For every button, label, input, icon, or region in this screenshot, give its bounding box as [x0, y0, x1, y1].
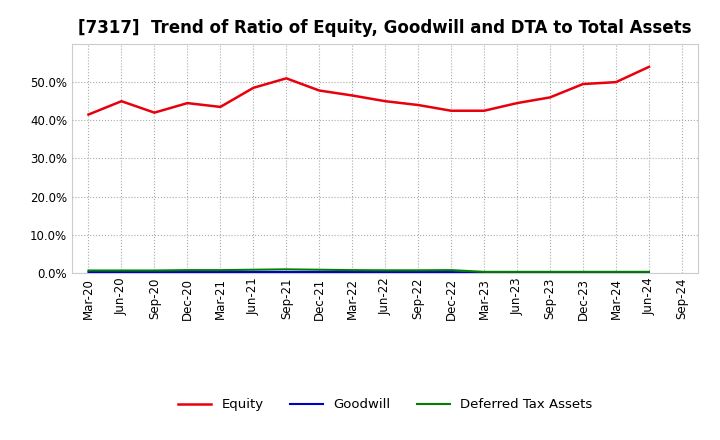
- Equity: [480, 108, 488, 114]
- Equity: [282, 76, 291, 81]
- Equity: [612, 80, 621, 85]
- Title: [7317]  Trend of Ratio of Equity, Goodwill and DTA to Total Assets: [7317] Trend of Ratio of Equity, Goodwil…: [78, 19, 692, 37]
- Deferred Tax Assets: [183, 268, 192, 273]
- Goodwill: [282, 269, 291, 275]
- Equity: [183, 100, 192, 106]
- Goodwill: [546, 270, 554, 275]
- Line: Deferred Tax Assets: Deferred Tax Assets: [89, 269, 649, 272]
- Deferred Tax Assets: [84, 268, 93, 273]
- Deferred Tax Assets: [447, 268, 456, 273]
- Equity: [381, 99, 390, 104]
- Legend: Equity, Goodwill, Deferred Tax Assets: Equity, Goodwill, Deferred Tax Assets: [178, 398, 593, 411]
- Goodwill: [480, 270, 488, 275]
- Line: Equity: Equity: [89, 67, 649, 114]
- Deferred Tax Assets: [348, 268, 356, 273]
- Equity: [579, 81, 588, 87]
- Equity: [84, 112, 93, 117]
- Equity: [414, 103, 423, 108]
- Goodwill: [183, 269, 192, 275]
- Goodwill: [348, 269, 356, 275]
- Deferred Tax Assets: [216, 268, 225, 273]
- Equity: [348, 93, 356, 98]
- Equity: [249, 85, 258, 91]
- Goodwill: [216, 269, 225, 275]
- Equity: [644, 64, 653, 70]
- Deferred Tax Assets: [282, 267, 291, 272]
- Equity: [315, 88, 323, 93]
- Equity: [546, 95, 554, 100]
- Deferred Tax Assets: [150, 268, 158, 273]
- Equity: [150, 110, 158, 115]
- Deferred Tax Assets: [117, 268, 126, 273]
- Goodwill: [612, 270, 621, 275]
- Goodwill: [150, 269, 158, 275]
- Goodwill: [249, 269, 258, 275]
- Goodwill: [381, 269, 390, 275]
- Goodwill: [414, 269, 423, 275]
- Equity: [513, 100, 521, 106]
- Equity: [447, 108, 456, 114]
- Deferred Tax Assets: [381, 268, 390, 273]
- Goodwill: [84, 269, 93, 275]
- Deferred Tax Assets: [414, 268, 423, 273]
- Goodwill: [644, 270, 653, 275]
- Deferred Tax Assets: [249, 267, 258, 272]
- Deferred Tax Assets: [513, 269, 521, 275]
- Equity: [216, 104, 225, 110]
- Goodwill: [447, 269, 456, 275]
- Deferred Tax Assets: [480, 269, 488, 275]
- Goodwill: [579, 270, 588, 275]
- Deferred Tax Assets: [644, 269, 653, 275]
- Goodwill: [513, 270, 521, 275]
- Deferred Tax Assets: [546, 269, 554, 275]
- Deferred Tax Assets: [579, 269, 588, 275]
- Line: Goodwill: Goodwill: [89, 272, 649, 273]
- Deferred Tax Assets: [612, 269, 621, 275]
- Equity: [117, 99, 126, 104]
- Deferred Tax Assets: [315, 267, 323, 272]
- Goodwill: [117, 269, 126, 275]
- Goodwill: [315, 269, 323, 275]
